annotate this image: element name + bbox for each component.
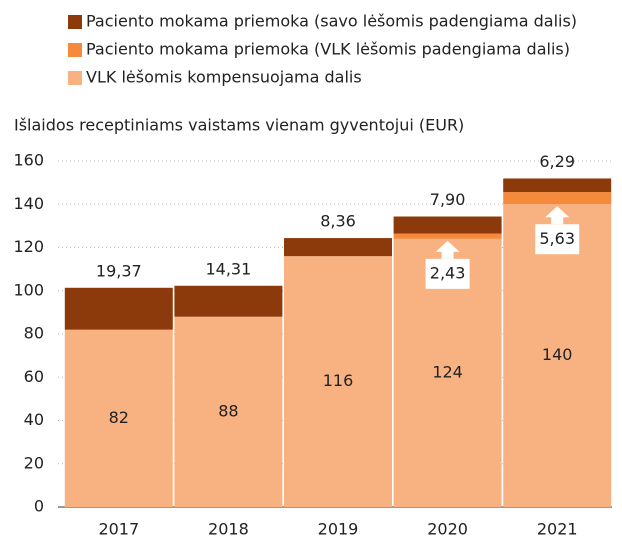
value-label: 5,63 (539, 229, 575, 248)
bar-segment (284, 256, 392, 507)
x-tick-label: 2017 (98, 520, 139, 539)
value-label: 88 (218, 401, 238, 420)
legend-label: VLK lėšomis kompensuojama dalis (86, 68, 362, 87)
legend-label: Paciento mokama priemoka (savo lėšomis p… (86, 12, 577, 31)
x-tick-label: 2019 (318, 520, 359, 539)
bar-segment (393, 233, 502, 239)
callout-arrow (435, 240, 460, 259)
y-tick-label: 60 (24, 367, 44, 386)
chart-title: Išlaidos receptiniams vaistams vienam gy… (14, 116, 464, 135)
value-label: 82 (109, 408, 129, 427)
y-tick-label: 100 (13, 280, 44, 299)
y-tick-label: 80 (24, 324, 44, 343)
value-label: 140 (542, 345, 573, 364)
legend-swatch (68, 71, 82, 85)
x-tick-label: 2020 (427, 520, 468, 539)
x-tick-label: 2018 (208, 520, 249, 539)
bar-segment (503, 192, 612, 205)
callout-box (425, 258, 470, 289)
value-label: 2,43 (430, 263, 466, 282)
value-label: 14,31 (205, 259, 251, 278)
value-label: 7,90 (430, 190, 466, 209)
y-tick-label: 140 (13, 194, 44, 213)
bar-segment (64, 329, 173, 507)
y-tick-label: 120 (13, 237, 44, 256)
y-tick-label: 20 (24, 453, 44, 472)
x-tick-label: 2021 (537, 520, 578, 539)
legend-swatch (68, 15, 82, 29)
bar-segment (503, 204, 612, 507)
y-tick-label: 160 (13, 151, 44, 170)
bar-segment (174, 316, 283, 507)
callout-arrow (545, 206, 570, 225)
bar-segment (503, 178, 612, 193)
bar-segment (393, 216, 502, 234)
bar-segment (284, 238, 392, 257)
value-label: 6,29 (539, 152, 575, 171)
value-label: 124 (432, 362, 463, 381)
legend-swatch (68, 43, 82, 57)
value-label: 8,36 (320, 212, 356, 231)
value-label: 19,37 (96, 261, 142, 280)
value-label: 116 (323, 371, 354, 390)
legend-label: Paciento mokama priemoka (VLK lėšomis pa… (86, 40, 570, 59)
bar-segment (64, 287, 173, 330)
y-tick-label: 0 (34, 497, 44, 516)
bar-segment (174, 285, 283, 317)
callout-box (535, 224, 580, 255)
y-tick-label: 40 (24, 410, 44, 429)
